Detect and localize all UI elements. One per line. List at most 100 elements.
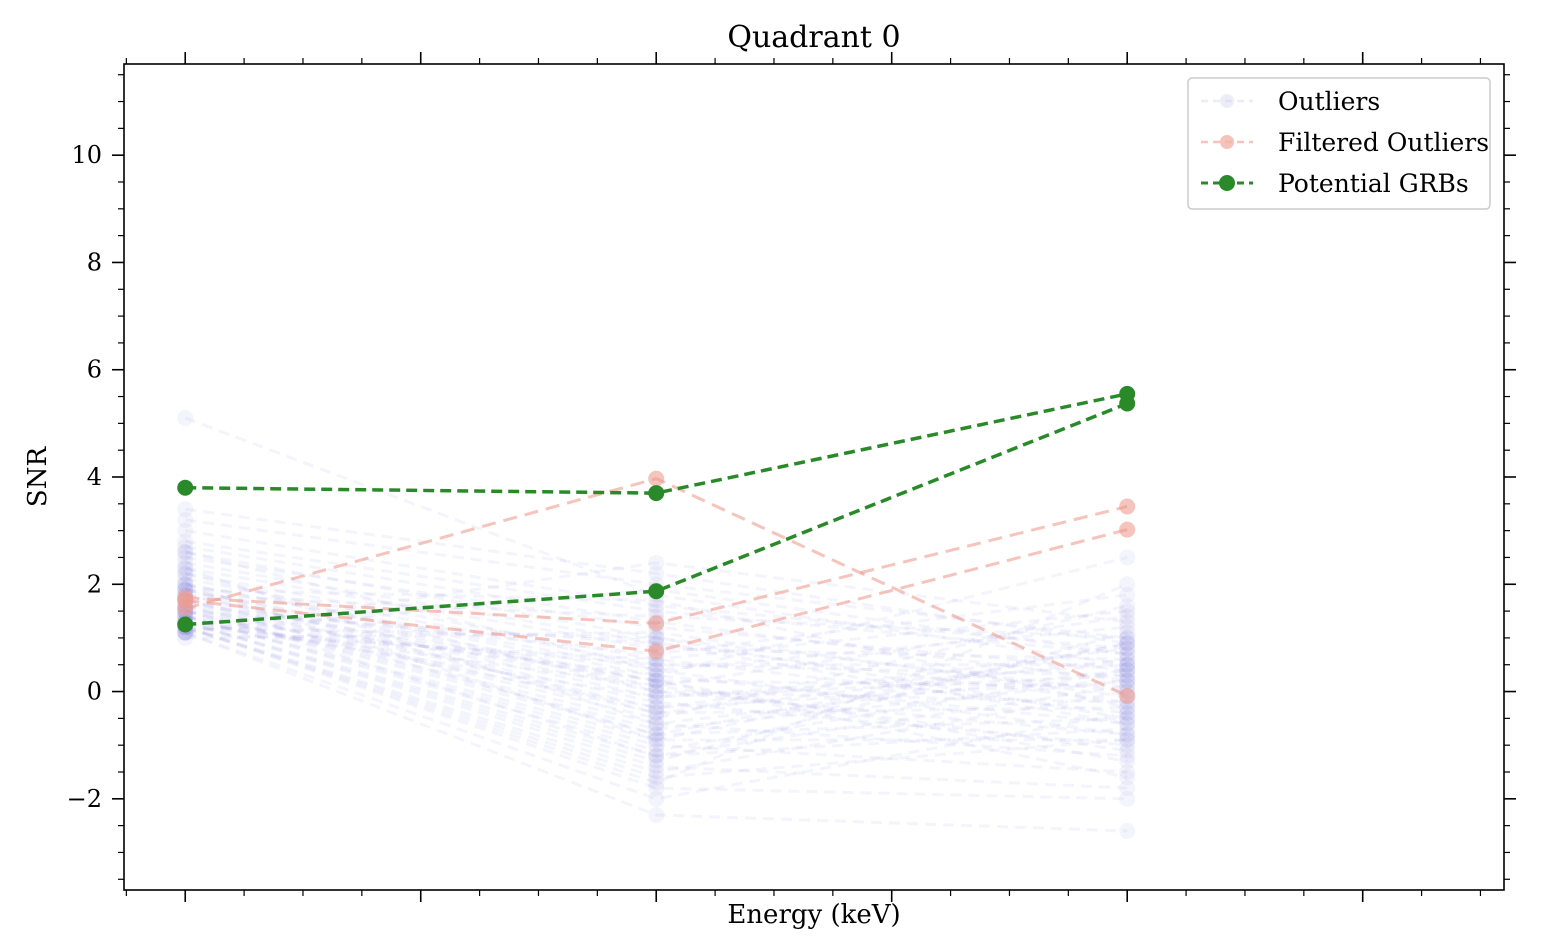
outlier-series-point <box>648 742 665 759</box>
outlier-series-point <box>648 699 665 716</box>
legend-outliers-marker <box>1220 94 1234 108</box>
outlier-series-line <box>185 609 1128 779</box>
outlier-series-point <box>1119 656 1136 673</box>
outlier-series-point <box>648 790 665 807</box>
outlier-series <box>177 576 1136 732</box>
outlier-series-point <box>648 678 665 695</box>
outlier-series-point <box>177 533 194 550</box>
outlier-series <box>177 522 1136 657</box>
outlier-series-point <box>1119 549 1136 566</box>
outlier-series-point <box>1119 705 1136 721</box>
outlier-series-line <box>184 582 1128 785</box>
outlier-series-point <box>1119 662 1136 679</box>
outlier-series-line <box>184 566 1128 726</box>
outlier-series-line <box>184 577 1128 677</box>
outlier-series-point <box>1119 587 1136 603</box>
outlier-series-line <box>184 604 1128 758</box>
outlier-series-point <box>177 565 194 582</box>
outlier-series-point <box>648 688 665 705</box>
y-tick-label: 6 <box>87 356 102 384</box>
outlier-series-line <box>184 550 1128 736</box>
outlier-series-point <box>648 753 665 770</box>
potential-grb-series-line <box>185 401 1128 627</box>
outlier-series-point <box>648 780 665 797</box>
outlier-series-point <box>1119 640 1136 657</box>
outlier-series-point <box>177 549 194 566</box>
legend-box <box>1187 77 1491 210</box>
outlier-series-line <box>185 609 1128 726</box>
outlier-series-line <box>184 620 1128 790</box>
y-tick-label: 2 <box>87 570 102 598</box>
outlier-series-point <box>177 538 194 555</box>
outlier-series-point <box>177 544 194 561</box>
outlier-series-point <box>648 774 665 791</box>
potential-grb-series <box>177 385 1136 502</box>
outlier-series-line <box>184 625 1128 779</box>
axis-ticks: −2 0 2 4 6 8 10 <box>67 52 1516 902</box>
outlier-series-point <box>1119 597 1136 614</box>
outlier-series-point <box>648 678 665 695</box>
outlier-series-line <box>184 598 1128 710</box>
filtered-outlier-series-point <box>1119 687 1136 704</box>
outlier-series-point <box>1119 629 1136 646</box>
outlier-series-line <box>184 550 1128 694</box>
x-axis-label: Energy (keV) <box>727 900 900 930</box>
outlier-series-point <box>648 758 665 775</box>
potential-grb-series <box>177 395 1136 633</box>
outlier-series-point <box>1119 710 1136 727</box>
outlier-series <box>177 608 1136 759</box>
filtered-outlier-series-point <box>648 643 665 660</box>
outlier-series <box>177 565 1136 721</box>
outlier-series-point <box>648 629 665 646</box>
outlier-series-point <box>1119 662 1136 679</box>
outlier-series-line <box>184 620 1128 699</box>
filtered-outlier-series-point <box>177 592 194 609</box>
outlier-series-point <box>1119 726 1136 743</box>
outlier-series-point <box>1119 747 1136 764</box>
chart-title: Quadrant 0 <box>727 20 900 55</box>
outlier-series-point <box>1119 726 1136 743</box>
legend-outliers-label: Outliers <box>1278 87 1380 116</box>
outlier-series-point <box>648 710 665 727</box>
outlier-series-point <box>177 522 194 539</box>
outlier-series-point <box>177 576 194 593</box>
outlier-series-line <box>185 539 1128 656</box>
outlier-series-point <box>1119 672 1136 689</box>
outlier-series-point <box>1119 715 1136 732</box>
outlier-series-point <box>648 731 665 748</box>
outlier-series-point <box>648 747 665 764</box>
y-tick-label: −2 <box>67 785 102 813</box>
outlier-series-point <box>1119 790 1136 807</box>
filtered-outlier-series-point <box>648 615 665 632</box>
y-tick-label: 8 <box>87 248 102 276</box>
outlier-series-point <box>177 544 194 561</box>
outlier-series-point <box>1119 672 1136 689</box>
outlier-series-line <box>185 507 1128 645</box>
potential-grb-series-point <box>177 479 194 496</box>
outlier-series-line <box>185 631 1128 699</box>
outlier-series-line <box>184 582 1128 672</box>
outlier-series-point <box>648 731 665 748</box>
legend: Outliers Filtered Outliers Potential GRB… <box>1187 77 1491 210</box>
outlier-series <box>177 549 1136 684</box>
outlier-series-point <box>177 629 194 646</box>
potential-grb-series-point <box>648 485 665 502</box>
outlier-series-point <box>1119 635 1136 652</box>
outlier-series-point <box>648 667 665 684</box>
outlier-series-point <box>648 694 665 711</box>
potential-grbs-layer <box>177 385 1136 633</box>
outlier-series-line <box>184 572 1128 704</box>
outlier-series-point <box>648 699 665 716</box>
outlier-series-point <box>1119 624 1136 641</box>
outlier-series-point <box>177 501 194 518</box>
outlier-series-point <box>648 769 665 786</box>
outlier-series-point <box>648 726 665 743</box>
potential-grb-series-point <box>648 583 665 600</box>
plot-frame <box>123 63 1505 891</box>
outlier-series-point <box>177 576 194 593</box>
outlier-series-point <box>1119 737 1136 754</box>
outlier-series-line <box>184 609 1128 758</box>
outlier-series-point <box>1119 656 1136 673</box>
outlier-series-line <box>184 588 1128 715</box>
